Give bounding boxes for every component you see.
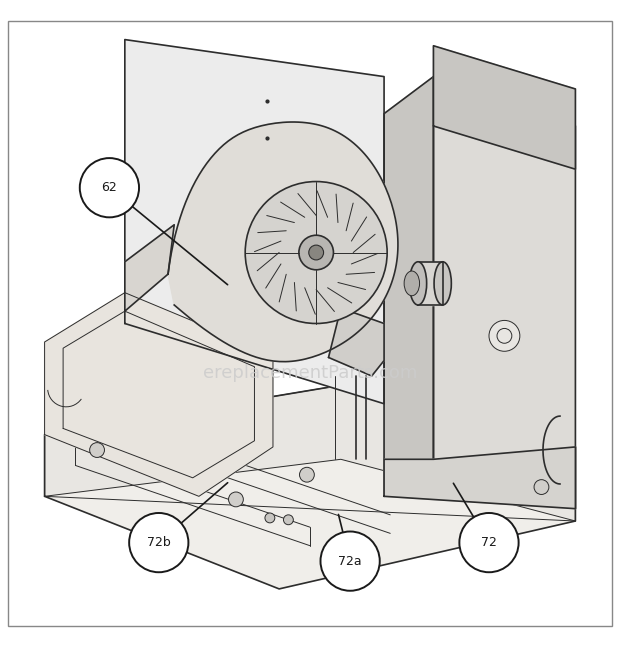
Circle shape	[129, 513, 188, 572]
Text: 72b: 72b	[147, 536, 171, 549]
Circle shape	[489, 320, 520, 351]
Polygon shape	[45, 385, 575, 589]
Circle shape	[80, 158, 139, 217]
Ellipse shape	[434, 262, 451, 305]
Circle shape	[299, 467, 314, 482]
Circle shape	[90, 443, 104, 457]
Circle shape	[283, 515, 293, 525]
Circle shape	[245, 182, 387, 324]
Text: 72: 72	[481, 536, 497, 549]
Polygon shape	[168, 122, 398, 362]
Text: 62: 62	[102, 181, 117, 194]
Polygon shape	[125, 225, 174, 311]
Polygon shape	[433, 46, 575, 170]
Circle shape	[534, 479, 549, 494]
Circle shape	[309, 245, 324, 260]
Text: 72a: 72a	[339, 554, 362, 567]
Polygon shape	[329, 308, 384, 376]
Polygon shape	[384, 76, 433, 496]
Polygon shape	[125, 39, 384, 404]
Polygon shape	[45, 292, 273, 496]
Polygon shape	[418, 262, 443, 305]
Circle shape	[459, 513, 518, 572]
Circle shape	[229, 492, 243, 507]
Circle shape	[321, 531, 379, 591]
Text: ereplacementParts.com: ereplacementParts.com	[203, 364, 417, 382]
Ellipse shape	[409, 262, 427, 305]
Polygon shape	[384, 447, 575, 509]
Polygon shape	[45, 385, 575, 521]
Circle shape	[299, 236, 334, 270]
Circle shape	[265, 513, 275, 523]
Ellipse shape	[404, 271, 420, 296]
Polygon shape	[433, 76, 575, 509]
